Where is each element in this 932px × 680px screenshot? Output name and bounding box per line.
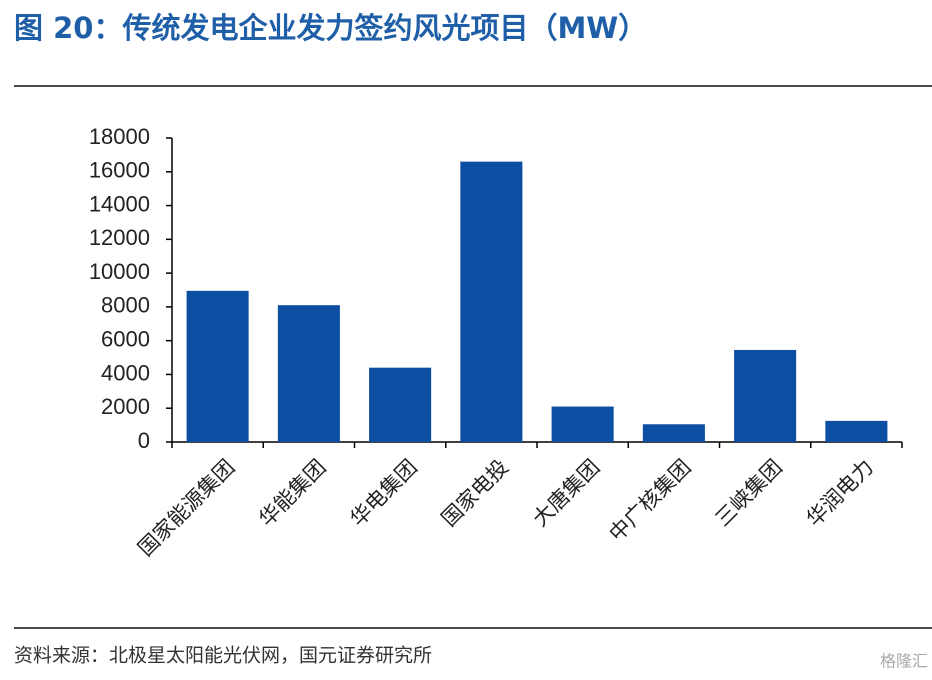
x-tick-label: 华润电力 (802, 455, 878, 531)
bar (642, 424, 705, 442)
y-tick-label: 2000 (101, 394, 150, 419)
bar (369, 367, 432, 442)
y-tick-label: 16000 (89, 158, 150, 183)
x-tick-label: 国家能源集团 (133, 455, 239, 561)
bar (734, 349, 797, 442)
x-tick-label: 大唐集团 (528, 455, 604, 531)
y-tick-label: 8000 (101, 293, 150, 318)
y-tick-label: 14000 (89, 191, 150, 216)
bar (825, 420, 888, 442)
x-tick-label: 国家电投 (437, 455, 513, 531)
x-tick-label: 中广核集团 (604, 455, 695, 546)
bar (277, 305, 340, 442)
y-tick-label: 12000 (89, 225, 150, 250)
bar (186, 290, 249, 442)
x-tick-label: 三峡集团 (711, 455, 787, 531)
chart-title: 图 20：传统发电企业发力签约风光项目（MW） (14, 11, 647, 45)
x-tick-label: 华电集团 (346, 455, 422, 531)
y-tick-label: 0 (138, 428, 150, 453)
y-tick-label: 18000 (89, 124, 150, 149)
y-tick-label: 6000 (101, 326, 150, 351)
y-tick-label: 10000 (89, 259, 150, 284)
x-tick-label: 华能集团 (254, 455, 330, 531)
y-tick-label: 4000 (101, 360, 150, 385)
source-note: 资料来源：北极星太阳能光伏网，国元证券研究所 (14, 645, 432, 667)
watermark: 格隆汇 (880, 652, 928, 671)
bar (460, 161, 523, 442)
bar (551, 406, 614, 442)
